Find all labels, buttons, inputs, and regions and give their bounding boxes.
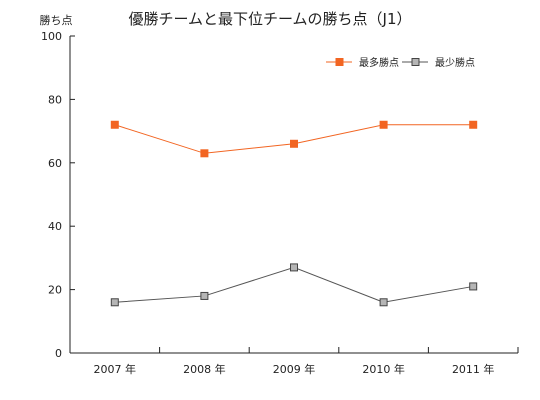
series-layer [110, 120, 478, 307]
series-line [114, 266, 474, 303]
legend: 最多勝点 最少勝点 [326, 56, 475, 69]
y-tick-label: 20 [48, 284, 62, 297]
y-tick-label: 40 [48, 220, 62, 233]
data-point [290, 263, 298, 272]
y-tick-label: 60 [48, 157, 62, 170]
legend-item: 最少勝点 [402, 56, 475, 69]
data-point [379, 298, 388, 307]
y-tick-label: 0 [55, 347, 62, 360]
data-point [469, 282, 478, 291]
x-tick-label: 2007 年 [94, 362, 137, 376]
series-1 [110, 120, 478, 158]
data-point [469, 120, 478, 129]
y-axis-title: 勝ち点 [40, 13, 73, 27]
legend-marker [335, 58, 344, 66]
x-tick-label: 2011 年 [452, 362, 495, 376]
axes: 0 20 40 60 80 100 2007 年 2008 年 2009 年 2010 年 2011… [41, 30, 519, 376]
x-tick-label: 2008 年 [183, 362, 226, 376]
y-tick-label: 100 [41, 30, 62, 43]
legend-marker [411, 58, 420, 66]
data-point [110, 120, 119, 129]
data-point [110, 298, 119, 307]
chart-title: 優勝チームと最下位チームの勝ち点（J1） [128, 10, 411, 28]
series-2 [110, 263, 478, 307]
x-tick-label: 2009 年 [273, 362, 316, 376]
legend-label: 最多勝点 [359, 56, 399, 69]
data-point [200, 291, 209, 300]
legend-label: 最少勝点 [435, 56, 475, 69]
legend-item: 最多勝点 [326, 56, 399, 69]
data-point [379, 120, 388, 129]
y-tick-label: 80 [48, 93, 62, 106]
data-point [290, 139, 298, 148]
series-line [114, 124, 474, 154]
data-point [200, 149, 209, 158]
x-tick-label: 2010 年 [362, 362, 405, 376]
